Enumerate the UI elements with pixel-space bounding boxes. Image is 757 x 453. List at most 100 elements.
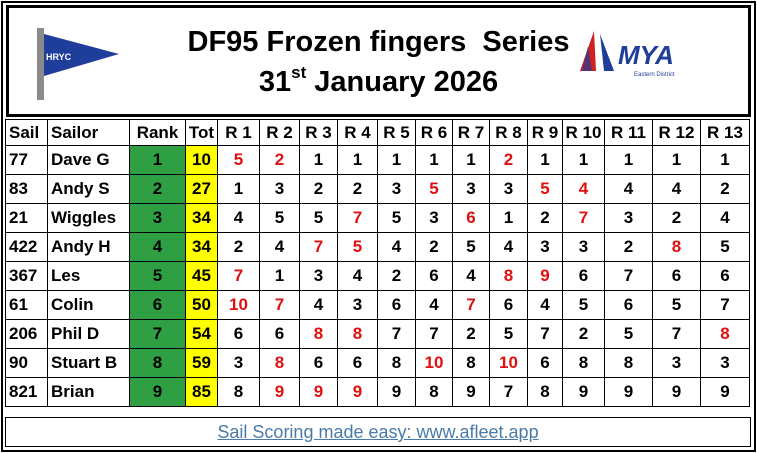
total: 59 — [185, 348, 218, 378]
race-result: 6 — [562, 261, 605, 291]
header: HRYC DF95 Frozen fingers Series 31st Janu… — [6, 5, 751, 117]
race-result: 7 — [452, 290, 490, 320]
race-result: 2 — [700, 174, 750, 204]
race-result: 5 — [259, 203, 300, 233]
race-result: 6 — [700, 261, 750, 291]
race-result: 7 — [489, 377, 528, 407]
rank: 5 — [129, 261, 186, 291]
rank: 2 — [129, 174, 186, 204]
column-header: R 2 — [259, 119, 300, 146]
race-result: 9 — [299, 377, 338, 407]
race-result: 9 — [562, 377, 605, 407]
race-result: 4 — [562, 174, 605, 204]
sailor: Stuart B — [47, 348, 130, 378]
column-header: R 6 — [415, 119, 453, 146]
column-header: Tot — [185, 119, 218, 146]
race-result: 3 — [562, 232, 605, 262]
rank: 8 — [129, 348, 186, 378]
race-result: 8 — [217, 377, 260, 407]
race-result: 2 — [415, 232, 453, 262]
race-result: 7 — [217, 261, 260, 291]
column-header: R 13 — [700, 119, 750, 146]
race-result: 1 — [415, 145, 453, 175]
race-result: 6 — [489, 290, 528, 320]
race-result: 8 — [337, 319, 378, 349]
race-result: 5 — [652, 290, 701, 320]
sail: 821 — [5, 377, 48, 407]
race-result: 3 — [452, 174, 490, 204]
column-header: R 3 — [299, 119, 338, 146]
rank: 1 — [129, 145, 186, 175]
race-result: 5 — [337, 232, 378, 262]
race-result: 6 — [377, 290, 416, 320]
race-result: 1 — [652, 145, 701, 175]
race-result: 2 — [337, 174, 378, 204]
race-result: 3 — [259, 174, 300, 204]
sail: 422 — [5, 232, 48, 262]
race-result: 8 — [452, 348, 490, 378]
race-result: 3 — [299, 261, 338, 291]
sail: 206 — [5, 319, 48, 349]
race-result: 4 — [604, 174, 653, 204]
total: 54 — [185, 319, 218, 349]
race-result: 3 — [337, 290, 378, 320]
race-result: 2 — [489, 145, 528, 175]
race-result: 9 — [377, 377, 416, 407]
total: 34 — [185, 203, 218, 233]
race-result: 9 — [259, 377, 300, 407]
race-result: 8 — [299, 319, 338, 349]
race-result: 2 — [562, 319, 605, 349]
race-result: 1 — [700, 145, 750, 175]
row: 90 Stuart B 8 59 3 8 6 6 8 10 8 10 6 8 8 3 3 — [5, 348, 750, 378]
race-result: 9 — [604, 377, 653, 407]
row: 61 Colin 6 50 10 7 4 3 6 4 7 6 4 5 6 5 7 — [5, 290, 750, 320]
race-result: 1 — [217, 174, 260, 204]
race-result: 1 — [377, 145, 416, 175]
sailor: Brian — [47, 377, 130, 407]
race-result: 4 — [652, 174, 701, 204]
race-result: 5 — [299, 203, 338, 233]
race-result: 6 — [452, 203, 490, 233]
race-result: 7 — [337, 203, 378, 233]
race-result: 5 — [700, 232, 750, 262]
race-result: 9 — [652, 377, 701, 407]
race-result: 5 — [452, 232, 490, 262]
race-result: 5 — [217, 145, 260, 175]
race-result: 3 — [217, 348, 260, 378]
race-result: 1 — [527, 145, 563, 175]
race-result: 4 — [527, 290, 563, 320]
race-result: 1 — [337, 145, 378, 175]
race-result: 7 — [604, 261, 653, 291]
race-result: 1 — [562, 145, 605, 175]
row: 821 Brian 9 85 8 9 9 9 9 8 9 7 8 9 9 9 9 — [5, 377, 750, 407]
column-header: Rank — [129, 119, 186, 146]
race-result: 2 — [259, 145, 300, 175]
mya-logo: MYA Eastern District — [580, 31, 675, 78]
race-result: 10 — [415, 348, 453, 378]
race-result: 6 — [604, 290, 653, 320]
race-result: 5 — [377, 203, 416, 233]
race-result: 8 — [700, 319, 750, 349]
race-result: 4 — [217, 203, 260, 233]
race-result: 4 — [337, 261, 378, 291]
rank: 9 — [129, 377, 186, 407]
race-result: 5 — [527, 174, 563, 204]
column-header: Sail — [5, 119, 48, 146]
race-result: 4 — [700, 203, 750, 233]
footer: Sail Scoring made easy: www.afleet.app — [5, 417, 751, 447]
race-result: 1 — [604, 145, 653, 175]
race-result: 3 — [489, 174, 528, 204]
total: 10 — [185, 145, 218, 175]
column-header: R 4 — [337, 119, 378, 146]
race-result: 4 — [452, 261, 490, 291]
sail: 21 — [5, 203, 48, 233]
race-result: 7 — [377, 319, 416, 349]
race-result: 8 — [604, 348, 653, 378]
column-header: R 9 — [527, 119, 563, 146]
race-result: 2 — [299, 174, 338, 204]
race-result: 5 — [415, 174, 453, 204]
sailor: Les — [47, 261, 130, 291]
rank: 3 — [129, 203, 186, 233]
footer-link[interactable]: Sail Scoring made easy: www.afleet.app — [217, 422, 539, 442]
sail: 61 — [5, 290, 48, 320]
